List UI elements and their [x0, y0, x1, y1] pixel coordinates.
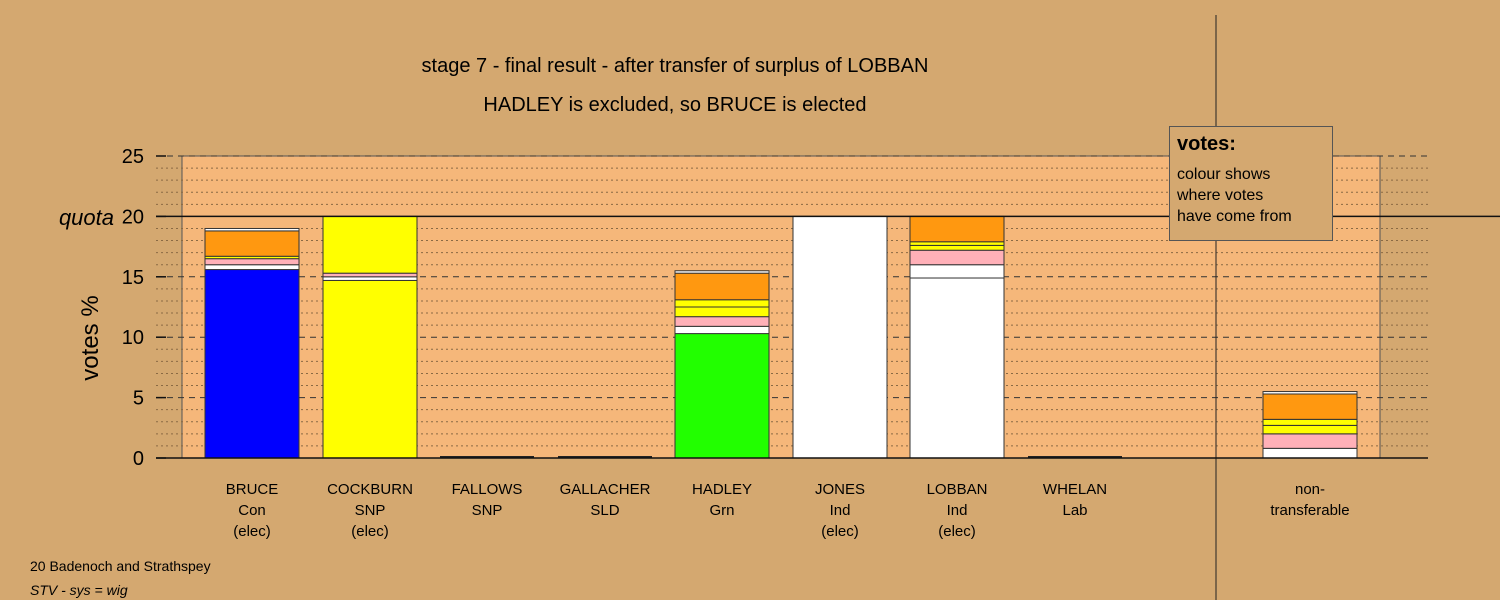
bar-segment	[909, 277, 1005, 459]
legend-line: where votes	[1177, 187, 1264, 204]
bar-segment	[1262, 418, 1358, 426]
candidate-label: JONES	[815, 481, 865, 498]
chart-subtitle: HADLEY is excluded, so BRUCE is elected	[483, 94, 866, 116]
bar-segment	[674, 316, 770, 327]
candidate-label: BRUCE	[226, 481, 279, 498]
y-tick-labels: 0 5 10 15 20 25	[122, 146, 144, 470]
footer-system: STV - sys = wig	[30, 582, 128, 598]
candidate-label: transferable	[1270, 502, 1349, 519]
y-tick-label: 15	[122, 267, 144, 289]
candidate-label: SLD	[590, 502, 619, 519]
bar-segment	[1262, 424, 1358, 435]
candidate-label: COCKBURN	[327, 481, 413, 498]
footer-constituency: 20 Badenoch and Strathspey	[30, 558, 211, 574]
bar-segment	[674, 299, 770, 308]
quota-label: quota	[59, 205, 114, 230]
bar-segment	[204, 258, 300, 266]
bar-segment	[1262, 433, 1358, 449]
candidate-label: (elec)	[233, 523, 271, 540]
candidate-label: LOBBAN	[927, 481, 988, 498]
candidate-label: (elec)	[938, 523, 976, 540]
bar-segment	[909, 241, 1005, 246]
x-tick-labels: BRUCE Con (elec) COCKBURN SNP (elec) FALLOWS SN…	[226, 481, 1350, 540]
bar-segment	[909, 264, 1005, 279]
bar-segment	[674, 325, 770, 335]
y-tick-label: 25	[122, 146, 144, 168]
y-tick-label: 0	[133, 448, 144, 470]
bar-segment	[909, 249, 1005, 266]
bar-segment	[322, 215, 418, 274]
candidate-label: Grn	[709, 502, 734, 519]
y-tick-label: 20	[122, 206, 144, 228]
bar-segment	[1262, 393, 1358, 420]
bar-segment	[204, 227, 300, 232]
bar-segment	[204, 269, 300, 459]
bar-segment	[792, 215, 888, 459]
bar-segment	[674, 333, 770, 459]
y-tick-label: 10	[122, 327, 144, 349]
candidate-label: Ind	[947, 502, 968, 519]
bar-segment	[674, 272, 770, 301]
candidate-label: Ind	[830, 502, 851, 519]
legend-line: have come from	[1177, 208, 1292, 225]
candidate-label: SNP	[355, 502, 386, 519]
bar-segment	[909, 244, 1005, 251]
candidate-label: Lab	[1062, 502, 1087, 519]
candidate-label: WHELAN	[1043, 481, 1107, 498]
candidate-label: HADLEY	[692, 481, 752, 498]
y-tick-label: 5	[133, 388, 144, 410]
bar-segment	[1262, 447, 1358, 459]
legend-heading: votes:	[1177, 133, 1236, 155]
chart-title: stage 7 - final result - after transfer …	[422, 55, 929, 77]
candidate-label: non-	[1295, 481, 1325, 498]
bar-segment	[674, 306, 770, 318]
bar-segment	[322, 279, 418, 459]
bar-segment	[909, 215, 1005, 243]
legend: votes: colour shows where votes have com…	[1169, 126, 1333, 241]
y-axis-label: votes %	[77, 295, 104, 380]
candidate-label: GALLACHER	[560, 481, 651, 498]
bar-segment	[1262, 391, 1358, 395]
candidate-label: (elec)	[821, 523, 859, 540]
candidate-label: Con	[238, 502, 266, 519]
candidate-label: FALLOWS	[452, 481, 523, 498]
bar-segment	[322, 272, 418, 278]
bars	[204, 215, 1358, 459]
candidate-label: SNP	[472, 502, 503, 519]
bar-segment	[322, 276, 418, 281]
bar-segment	[204, 264, 300, 271]
bar-segment	[204, 230, 300, 257]
bar-segment	[674, 270, 770, 274]
candidate-label: (elec)	[351, 523, 389, 540]
legend-line: colour shows	[1177, 166, 1271, 183]
